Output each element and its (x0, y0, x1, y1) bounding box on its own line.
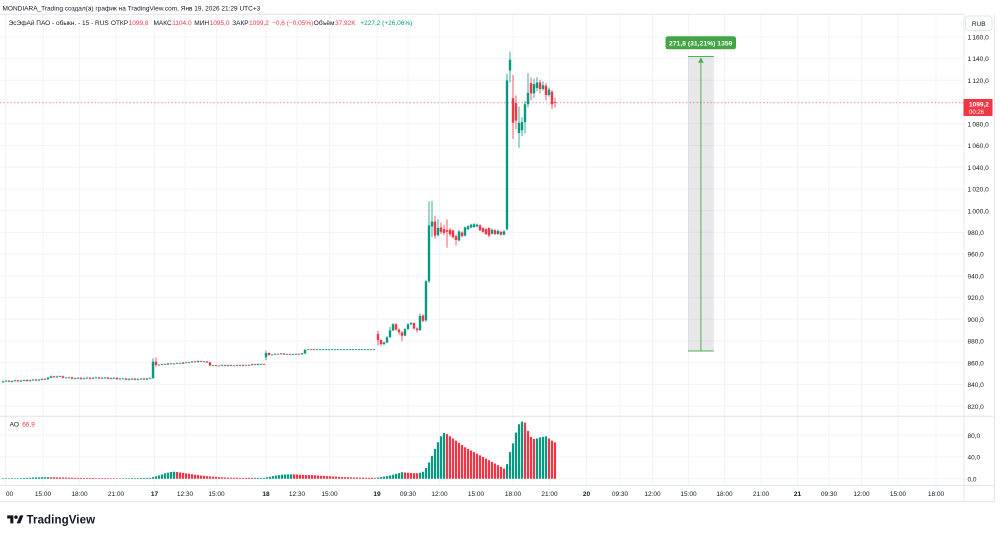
svg-text:920,0: 920,0 (968, 295, 985, 302)
svg-text:00:26: 00:26 (969, 110, 985, 116)
svg-text:12:00: 12:00 (431, 491, 448, 498)
svg-text:1099,2: 1099,2 (249, 20, 269, 27)
svg-text:21:00: 21:00 (541, 491, 558, 498)
svg-text:12:30: 12:30 (289, 491, 306, 498)
svg-text:ОТКР: ОТКР (111, 20, 128, 27)
svg-text:МИН: МИН (194, 20, 209, 27)
svg-text:18:00: 18:00 (928, 491, 945, 498)
svg-text:20: 20 (583, 491, 591, 498)
svg-text:1 060,0: 1 060,0 (968, 143, 990, 150)
svg-text:66,9: 66,9 (22, 421, 35, 428)
svg-text:09:30: 09:30 (821, 491, 838, 498)
svg-text:17: 17 (151, 491, 159, 498)
svg-text:18: 18 (262, 491, 270, 498)
svg-text:18:00: 18:00 (71, 491, 88, 498)
svg-text:40,0: 40,0 (968, 455, 981, 462)
svg-text:1 020,0: 1 020,0 (968, 187, 990, 194)
svg-text:МАКС: МАКС (154, 20, 172, 27)
svg-text:15:00: 15:00 (208, 491, 225, 498)
svg-text:1 040,0: 1 040,0 (968, 165, 990, 172)
svg-text:15:00: 15:00 (35, 491, 52, 498)
svg-text:15:00: 15:00 (321, 491, 338, 498)
svg-text:21:00: 21:00 (108, 491, 125, 498)
svg-text:ЗАКР: ЗАКР (232, 20, 248, 27)
svg-text:15:00: 15:00 (890, 491, 907, 498)
svg-text:00: 00 (6, 491, 14, 498)
svg-text:1 160,0: 1 160,0 (968, 35, 990, 42)
svg-text:1 120,0: 1 120,0 (968, 78, 990, 85)
svg-text:1104,0: 1104,0 (172, 20, 192, 27)
svg-text:+227,2 (+26,06%): +227,2 (+26,06%) (360, 20, 412, 27)
svg-text:09:30: 09:30 (612, 491, 629, 498)
svg-text:1099,8: 1099,8 (129, 20, 149, 27)
svg-text:18:00: 18:00 (505, 491, 522, 498)
svg-text:271,8 (31,21%) 1359: 271,8 (31,21%) 1359 (669, 41, 733, 48)
svg-text:820,0: 820,0 (968, 404, 985, 411)
svg-text:21: 21 (794, 491, 802, 498)
svg-text:RUB: RUB (972, 21, 986, 28)
svg-text:980,0: 980,0 (968, 230, 985, 237)
svg-text:1 140,0: 1 140,0 (968, 56, 990, 63)
svg-text:21:00: 21:00 (753, 491, 770, 498)
svg-text:−0,6 (−0,05%): −0,6 (−0,05%) (272, 20, 313, 27)
svg-text:940,0: 940,0 (968, 274, 985, 281)
svg-text:15:00: 15:00 (468, 491, 485, 498)
svg-text:0,0: 0,0 (968, 476, 977, 483)
svg-text:12:00: 12:00 (853, 491, 870, 498)
svg-text:880,0: 880,0 (968, 339, 985, 346)
svg-text:ЭсЭфАй ПАО - обыкн. - 15 - RUS: ЭсЭфАй ПАО - обыкн. - 15 - RUS (9, 19, 110, 27)
svg-text:1 000,0: 1 000,0 (968, 208, 990, 215)
svg-text:TradingView: TradingView (27, 515, 96, 527)
svg-text:12:00: 12:00 (644, 491, 661, 498)
svg-text:840,0: 840,0 (968, 382, 985, 389)
svg-text:1 080,0: 1 080,0 (968, 121, 990, 128)
svg-text:Объём: Объём (314, 19, 335, 27)
svg-text:12:30: 12:30 (177, 491, 194, 498)
svg-text:1095,0: 1095,0 (210, 20, 230, 27)
svg-text:19: 19 (373, 491, 381, 498)
svg-text:MONDIARA_Trading создал(а) гра: MONDIARA_Trading создал(а) график на Tra… (3, 6, 261, 13)
svg-text:09:30: 09:30 (400, 491, 417, 498)
svg-text:960,0: 960,0 (968, 252, 985, 259)
svg-text:15:00: 15:00 (680, 491, 697, 498)
svg-text:80,0: 80,0 (968, 433, 981, 440)
svg-text:860,0: 860,0 (968, 360, 985, 367)
svg-text:900,0: 900,0 (968, 317, 985, 324)
svg-text:37,92K: 37,92K (335, 20, 356, 27)
svg-text:18:00: 18:00 (716, 491, 733, 498)
svg-text:AO: AO (10, 421, 19, 428)
svg-text:1099,2: 1099,2 (969, 102, 989, 109)
